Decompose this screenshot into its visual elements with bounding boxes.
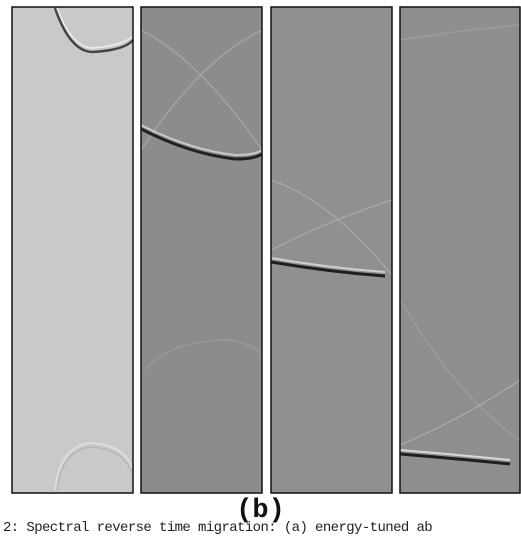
panel-2 bbox=[141, 7, 262, 493]
caption: 2: Spectral reverse time migration: (a) … bbox=[3, 520, 432, 536]
panel-1 bbox=[12, 7, 133, 493]
panels bbox=[0, 0, 521, 500]
panel-4 bbox=[400, 7, 520, 493]
panel-3 bbox=[271, 7, 392, 493]
figure: (b) 2: Spectral reverse time migration: … bbox=[0, 0, 521, 538]
